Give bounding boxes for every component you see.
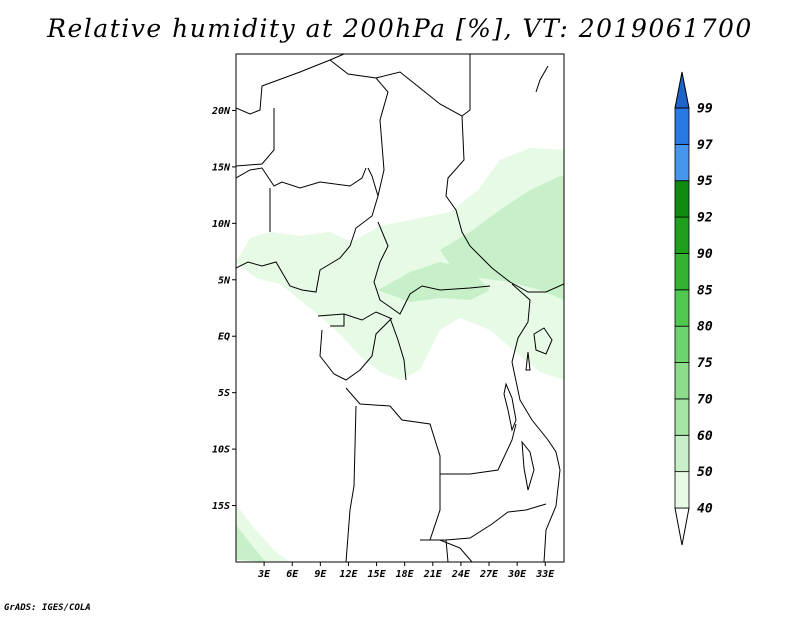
- colorbar-segment: [674, 289, 690, 327]
- border-line-13: [345, 387, 449, 562]
- colorbar-label: 85: [697, 283, 713, 298]
- border-line-5: [375, 71, 564, 293]
- lake-outline-3: [533, 327, 553, 355]
- colorbar-segment: [674, 398, 690, 436]
- humidity-region-south-core: [236, 525, 266, 562]
- map-frame: [235, 53, 565, 563]
- border-line-17: [511, 361, 561, 562]
- colorbar-segment: [674, 362, 690, 400]
- lon-tick-label: 12E: [339, 569, 358, 580]
- lake-outline-4: [525, 351, 531, 371]
- lat-tick-label: 20N: [211, 106, 231, 117]
- humidity-region-moist-2: [378, 262, 490, 302]
- border-line-19: [461, 54, 471, 117]
- colorbar-segment: [674, 216, 690, 254]
- border-line-9: [330, 314, 345, 327]
- colorbar-segment: [674, 143, 690, 182]
- colorbar-segment: [674, 325, 690, 363]
- colorbar-label: 75: [697, 356, 713, 371]
- border-line-15: [440, 423, 517, 475]
- colorbar-segment: [674, 253, 690, 291]
- colorbar-label: 95: [697, 174, 713, 189]
- country-borders: [236, 54, 564, 562]
- border-line-20: [535, 65, 549, 93]
- humidity-region-central: [236, 148, 564, 380]
- lake-outline-1: [503, 382, 517, 432]
- border-line-8: [317, 311, 407, 381]
- border-line-10: [319, 317, 393, 381]
- lon-tick-label: 6E: [286, 569, 299, 580]
- colorbar-label: 50: [697, 465, 713, 480]
- colorbar-segment: [674, 107, 690, 145]
- map-axes: 20N 15N 10N 5N EQ 5S 10S 15S 3E 6E 9E 12E 15E 18E 21E 2…: [211, 106, 555, 580]
- colorbar-label: 70: [697, 392, 713, 407]
- lon-tick-label: 18E: [396, 569, 415, 580]
- lon-tick-label: 15E: [368, 569, 387, 580]
- lon-tick-label: 3E: [257, 569, 271, 580]
- lon-tick-label: 27E: [479, 569, 499, 580]
- colorbar-segment: [674, 180, 690, 218]
- lat-tick-label: 15S: [212, 501, 230, 512]
- colorbar-segment: [674, 434, 690, 473]
- border-line-4: [329, 59, 389, 197]
- colorbar-upper-arrow: [674, 71, 690, 109]
- humidity-region-moist-1: [440, 176, 564, 300]
- lon-tick-label: 21E: [423, 569, 443, 580]
- colorbar: 40 50 60 70 75 80 85 90 92 95 97 99: [674, 71, 713, 546]
- lat-tick-label: EQ: [218, 332, 230, 343]
- border-line-12: [511, 283, 531, 363]
- border-line-2: [236, 167, 367, 189]
- colorbar-label: 60: [697, 429, 713, 444]
- colorbar-label: 92: [697, 211, 713, 226]
- colorbar-label: 99: [697, 102, 713, 117]
- border-line-3: [236, 54, 345, 115]
- lat-tick-label: 5S: [218, 388, 230, 399]
- border-line-16: [445, 503, 547, 541]
- border-line-1: [236, 167, 379, 293]
- lat-tick-label: 5N: [218, 275, 231, 286]
- colorbar-lower-arrow: [674, 507, 690, 546]
- lon-tick-label: 9E: [314, 569, 327, 580]
- colorbar-label: 80: [697, 320, 713, 335]
- lake-outline-2: [521, 440, 535, 491]
- humidity-fields: [236, 148, 564, 562]
- colorbar-segment: [674, 471, 690, 509]
- lat-tick-label: 15N: [212, 162, 231, 173]
- lat-tick-label: 10N: [212, 219, 231, 230]
- colorbar-label: 90: [697, 247, 713, 262]
- grads-credit: GrADS: IGES/COLA: [4, 603, 91, 613]
- colorbar-label: 97: [697, 138, 713, 153]
- border-line-18: [420, 539, 473, 562]
- lat-tick-label: 10S: [212, 445, 230, 456]
- colorbar-label: 40: [697, 502, 713, 517]
- border-line-11: [373, 221, 491, 315]
- lon-tick-label: 30E: [507, 569, 527, 580]
- chart-title: Relative humidity at 200hPa [%], VT: 201…: [47, 14, 753, 43]
- lon-tick-label: 24E: [451, 569, 471, 580]
- border-line-6: [236, 108, 275, 167]
- border-line-14: [345, 405, 357, 562]
- lon-tick-label: 33E: [535, 569, 555, 580]
